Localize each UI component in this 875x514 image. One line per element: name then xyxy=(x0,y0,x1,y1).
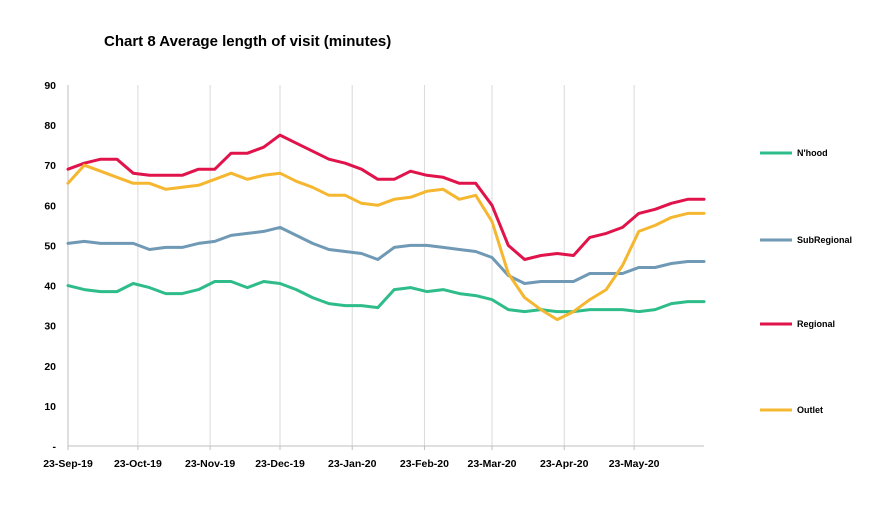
y-tick-label: 60 xyxy=(44,200,56,212)
series-line xyxy=(66,225,706,285)
y-tick-label: 70 xyxy=(44,160,56,172)
x-tick-label: 23-Oct-19 xyxy=(114,458,162,470)
legend-label: N'hood xyxy=(797,148,828,158)
legend-label: Outlet xyxy=(797,405,823,415)
x-tick-labels: 23-Sep-19 23-Oct-19 23-Nov-19 23-Dec-19 23-J… xyxy=(43,458,659,470)
legend-label: Regional xyxy=(797,319,835,329)
x-tick-label: 23-May-20 xyxy=(609,458,660,470)
legend-label: SubRegional xyxy=(797,235,852,245)
x-tick-label: 23-Feb-20 xyxy=(400,458,449,470)
x-tick-label: 23-Jan-20 xyxy=(328,458,377,470)
x-tick-label: 23-Sep-19 xyxy=(43,458,93,470)
series-lines xyxy=(66,133,706,322)
y-tick-label: 30 xyxy=(44,321,56,333)
x-tick-label: 23-Apr-20 xyxy=(540,458,589,470)
y-tick-label: 50 xyxy=(44,240,56,252)
series-line xyxy=(66,133,706,261)
y-tick-label: 90 xyxy=(44,80,56,92)
series-line xyxy=(66,280,706,314)
x-tick-label: 23-Mar-20 xyxy=(467,458,516,470)
axes xyxy=(67,85,704,450)
y-tick-label: - xyxy=(53,441,57,453)
x-tick-label: 23-Dec-19 xyxy=(255,458,305,470)
y-tick-labels: - 10 20 30 40 50 60 70 80 90 xyxy=(44,80,56,453)
y-tick-label: 40 xyxy=(44,281,56,293)
gridlines xyxy=(137,85,635,446)
x-tick-label: 23-Nov-19 xyxy=(185,458,235,470)
series-line xyxy=(66,163,706,322)
y-tick-label: 20 xyxy=(44,361,56,373)
chart-title: Chart 8 Average length of visit (minutes… xyxy=(104,33,391,50)
y-tick-label: 80 xyxy=(44,120,56,132)
y-tick-label: 10 xyxy=(44,401,56,413)
legend: N'hood SubRegional Regional Outlet xyxy=(760,148,852,415)
